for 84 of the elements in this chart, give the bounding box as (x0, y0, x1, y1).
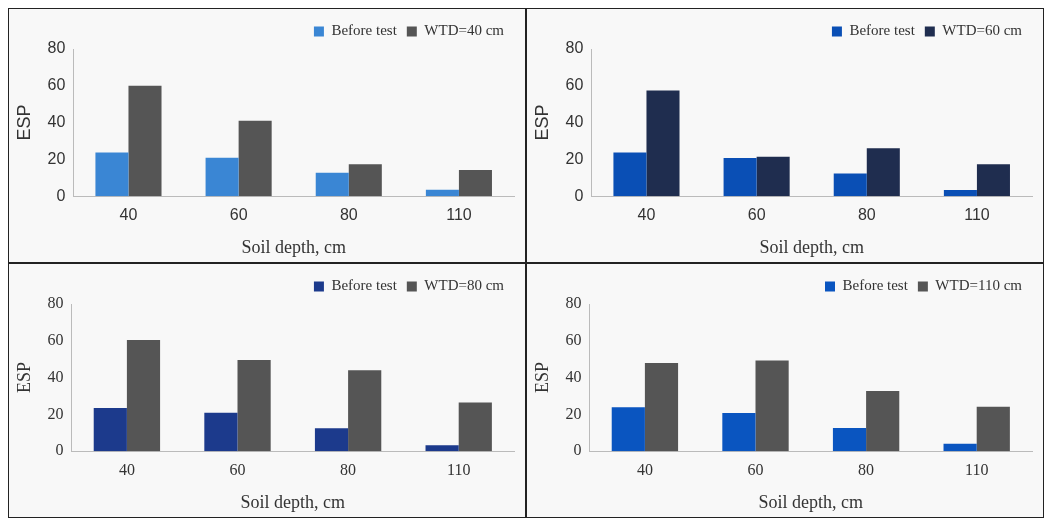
x-tick-label: 60 (747, 461, 764, 478)
y-tick-label: 40 (565, 367, 582, 385)
bar (833, 173, 867, 197)
y-tick-label: 20 (47, 149, 66, 167)
bar (866, 391, 900, 452)
bar (348, 370, 382, 452)
bar (722, 412, 756, 452)
y-tick-label: 80 (565, 294, 582, 312)
x-tick-label: 40 (637, 206, 656, 224)
legend-label: Before test (849, 22, 916, 39)
y-tick-label: 60 (565, 76, 584, 94)
bar (204, 412, 238, 452)
bar (943, 443, 977, 452)
legend-label: WTD=80 cm (424, 277, 505, 294)
x-axis-title: Soil depth, cm (240, 491, 346, 512)
y-tick-label: 20 (565, 404, 582, 422)
x-tick-label: 60 (229, 461, 246, 478)
x-axis-title: Soil depth, cm (758, 491, 864, 512)
y-tick-label: 60 (47, 76, 66, 94)
bar (348, 164, 382, 197)
bar (315, 172, 349, 197)
bar (644, 363, 679, 452)
y-tick-label: 80 (565, 39, 584, 57)
bar (943, 189, 977, 197)
y-tick-label: 0 (573, 441, 582, 459)
y-tick-label: 60 (47, 331, 64, 348)
x-axis-title: Soil depth, cm (241, 236, 346, 257)
bar (756, 156, 790, 197)
bar (425, 445, 459, 452)
bar (238, 120, 272, 197)
bar (205, 157, 239, 197)
bar (126, 340, 161, 452)
y-tick-label: 40 (47, 367, 64, 385)
bar (723, 157, 757, 197)
y-axis-title: ESP (13, 362, 34, 394)
legend-label: WTD=110 cm (935, 277, 1023, 294)
x-tick-label: 40 (636, 461, 653, 478)
x-tick-label: 40 (118, 461, 135, 478)
bar (128, 85, 162, 197)
legend-label: Before test (331, 277, 398, 294)
y-tick-label: 80 (47, 39, 66, 57)
y-tick-label: 80 (47, 294, 64, 312)
x-tick-label: 110 (446, 206, 472, 224)
bar (755, 360, 789, 452)
x-tick-label: 110 (447, 461, 471, 478)
y-axis-title: ESP (531, 362, 552, 394)
legend-label: Before test (331, 22, 398, 39)
x-tick-label: 80 (857, 206, 876, 224)
bar (832, 428, 867, 452)
x-tick-label: 80 (858, 461, 875, 478)
bar (95, 152, 129, 197)
bar (237, 360, 271, 452)
bar (976, 164, 1010, 197)
y-tick-label: 40 (565, 113, 584, 131)
y-axis-title: ESP (531, 104, 552, 141)
x-axis-title: Soil depth, cm (759, 236, 864, 257)
y-tick-label: 20 (47, 404, 64, 422)
y-tick-label: 0 (574, 186, 584, 204)
bar (458, 402, 492, 452)
x-tick-label: 110 (964, 206, 990, 224)
x-tick-label: 60 (747, 206, 766, 224)
x-tick-label: 40 (119, 206, 138, 224)
bar (93, 407, 127, 452)
x-tick-label: 80 (339, 206, 358, 224)
x-tick-label: 60 (229, 206, 248, 224)
x-tick-label: 110 (965, 461, 989, 478)
bar (613, 152, 647, 197)
y-tick-label: 20 (565, 149, 584, 167)
bar (866, 148, 900, 197)
y-tick-label: 0 (56, 186, 66, 204)
bar (458, 170, 492, 197)
y-tick-label: 60 (565, 331, 582, 348)
bar (611, 407, 645, 452)
y-tick-label: 0 (55, 441, 64, 459)
bar (976, 406, 1010, 452)
legend-label: Before test (842, 277, 909, 294)
legend-label: WTD=60 cm (942, 22, 1023, 39)
legend-label: WTD=40 cm (424, 22, 505, 39)
y-tick-label: 40 (47, 113, 66, 131)
x-tick-label: 80 (340, 461, 357, 478)
y-axis-title: ESP (13, 104, 34, 141)
bar (646, 90, 680, 197)
bar (425, 189, 459, 197)
bar (314, 428, 349, 452)
